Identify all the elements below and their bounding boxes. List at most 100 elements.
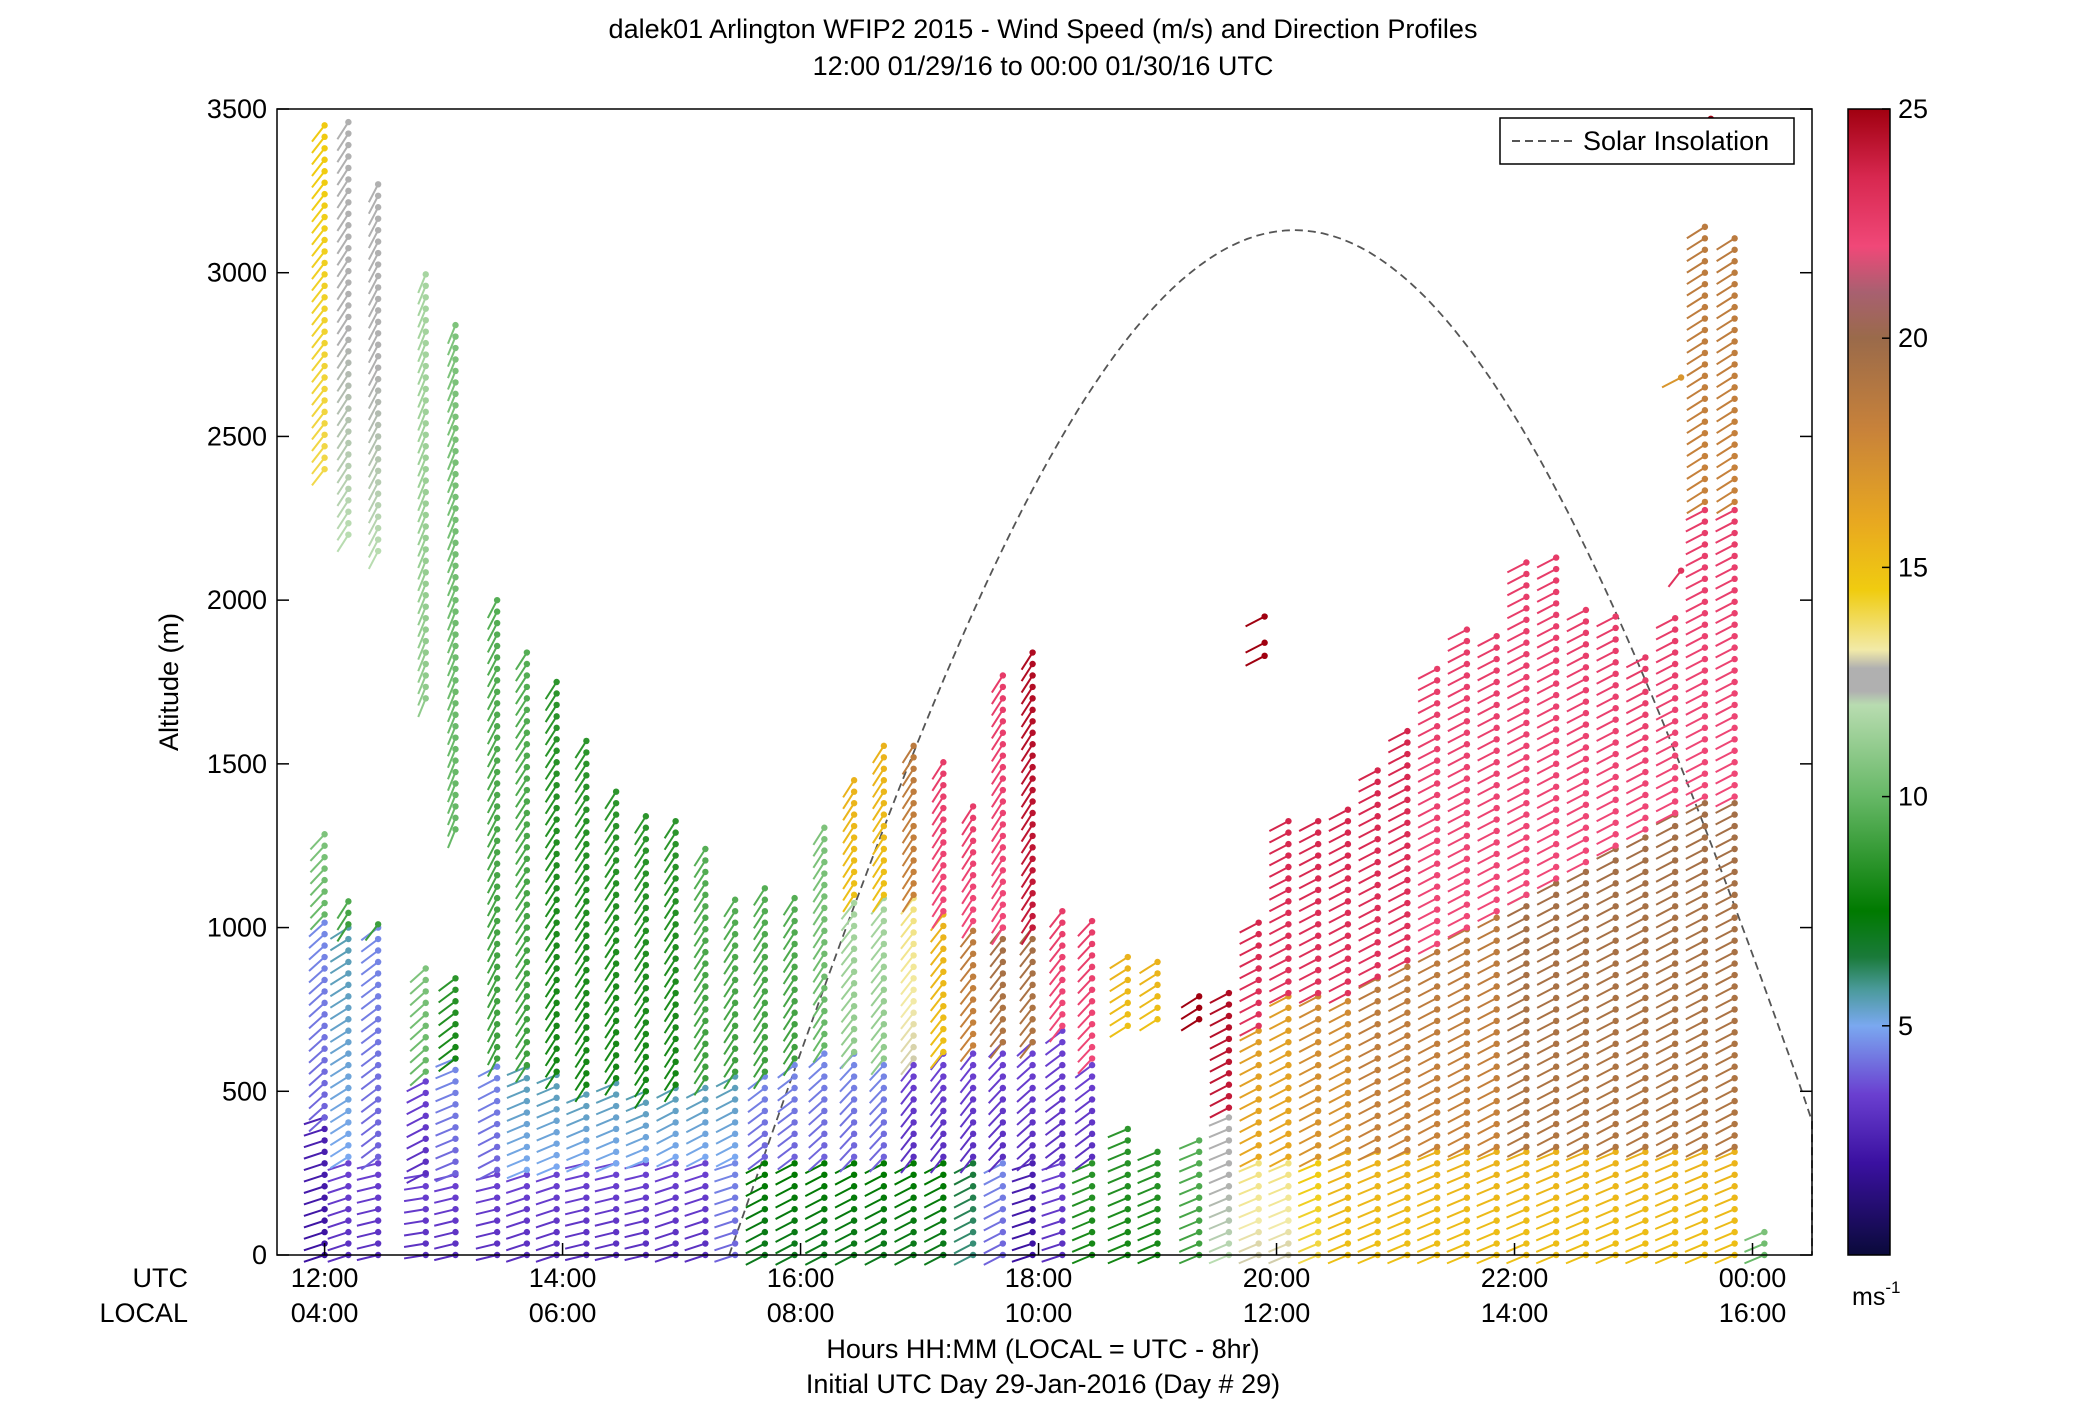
wind-barb-dot (523, 867, 531, 874)
wind-barb (303, 1217, 328, 1229)
wind-barb-shaft (329, 1144, 349, 1158)
wind-barb-shaft (839, 1087, 855, 1104)
wind-barb (367, 261, 382, 283)
wind-barb-shaft (804, 1173, 825, 1186)
wind-barb-dot (553, 1194, 560, 1201)
wind-barb (953, 1240, 977, 1255)
wind-barb-shaft (477, 1077, 498, 1089)
wind-barb-dot (791, 1130, 798, 1138)
wind-barb (777, 1119, 798, 1136)
wind-barb (1447, 1006, 1471, 1021)
wind-barb-shaft (308, 967, 326, 984)
wind-barb (684, 1217, 709, 1229)
wind-barb-shaft (329, 1087, 349, 1101)
wind-barb-shaft (745, 1219, 766, 1232)
wind-barb (544, 827, 560, 849)
wind-barb (1417, 960, 1441, 975)
wind-barb-shaft (1327, 1196, 1349, 1207)
wind-barb (535, 1240, 560, 1252)
wind-barb (515, 775, 531, 797)
wind-barb-dot (761, 1045, 769, 1052)
wind-barb (1447, 1017, 1471, 1032)
wind-barb-shaft (447, 794, 457, 814)
wind-barb-shaft (634, 895, 647, 915)
wind-barb-shaft (327, 1162, 349, 1172)
wind-barb-dot (999, 729, 1007, 736)
wind-barb-dot (553, 953, 560, 961)
wind-barb (1020, 695, 1036, 717)
wind-barb (842, 845, 858, 867)
wind-barb (1298, 1142, 1322, 1157)
wind-barb-dot (969, 1194, 977, 1201)
wind-barb-dot (1029, 1160, 1036, 1167)
wind-barb-dot (969, 1007, 977, 1015)
wind-barb-shaft (991, 869, 1004, 888)
wind-barb-dot (493, 849, 501, 856)
wind-barb-dot (1344, 1078, 1352, 1085)
wind-barb-shaft (1328, 1069, 1349, 1081)
wind-barb (723, 988, 739, 1010)
wind-barb-shaft (693, 1054, 707, 1073)
wind-barb-dot (1404, 1009, 1411, 1016)
wind-barb-shaft (574, 935, 588, 954)
wind-barb-shaft (840, 913, 855, 932)
wind-barb (1387, 1205, 1411, 1219)
wind-barb-shaft (1447, 846, 1468, 859)
wind-barb-shaft (1048, 990, 1064, 1009)
wind-barb-dot (1433, 1097, 1441, 1105)
wind-barb-dot (1255, 1153, 1262, 1160)
wind-barb-dot (999, 1183, 1007, 1190)
wind-barb (447, 482, 459, 505)
wind-barb-shaft (1016, 1098, 1034, 1115)
wind-barb-shaft (1268, 1254, 1289, 1265)
wind-barb-dot (1285, 1153, 1292, 1160)
wind-barb-shaft (804, 1185, 825, 1198)
wind-barb-dot (1195, 1205, 1203, 1213)
wind-barb (1020, 649, 1036, 671)
wind-barb-dot (1314, 1016, 1322, 1023)
wind-barb (515, 855, 531, 877)
wind-barb-dot (493, 1228, 501, 1236)
wind-barb (868, 1130, 888, 1150)
wind-barb-dot (1374, 870, 1381, 877)
wind-barb (663, 1070, 679, 1091)
wind-barb-shaft (604, 963, 617, 982)
wind-barb-shaft (406, 1172, 427, 1184)
wind-barb-shaft (417, 583, 427, 603)
wind-barb (1180, 1004, 1203, 1020)
wind-barb-shaft (604, 1020, 617, 1039)
wind-barb-dot (345, 1228, 352, 1236)
wind-barb-dot (345, 164, 352, 172)
wind-barb-dot (1088, 1073, 1096, 1080)
wind-barb-dot (374, 1240, 382, 1247)
wind-barb (654, 1183, 679, 1194)
wind-barb (311, 202, 328, 223)
wind-barb (506, 1155, 531, 1168)
wind-barb-shaft (309, 902, 326, 919)
wind-barb-shaft (929, 1144, 945, 1163)
wind-barb (1239, 999, 1262, 1014)
wind-barb-dot (422, 443, 429, 450)
wind-barb-dot (969, 973, 977, 980)
wind-barb (872, 891, 888, 913)
wind-barb (367, 421, 382, 444)
wind-barb-shaft (693, 1031, 707, 1051)
wind-barb (842, 788, 858, 810)
wind-barb (477, 1132, 501, 1147)
wind-barb-dot (321, 1114, 328, 1121)
wind-barb-shaft (1268, 934, 1289, 947)
wind-barb-dot (345, 993, 352, 1000)
wind-barb-dot (702, 1052, 709, 1059)
wind-barb-shaft (417, 411, 427, 431)
wind-barb (604, 880, 620, 902)
wind-barb (564, 1217, 590, 1227)
wind-barb-shaft (634, 861, 647, 880)
wind-barb-dot (345, 187, 352, 195)
wind-barb-dot (761, 1056, 769, 1064)
wind-barb-dot (422, 408, 429, 416)
wind-barb-shaft (417, 377, 427, 397)
wind-barb (1417, 983, 1441, 998)
wind-barb-shaft (1358, 838, 1379, 850)
wind-barb-shaft (625, 1147, 647, 1158)
wind-barb-dot (374, 1119, 382, 1126)
